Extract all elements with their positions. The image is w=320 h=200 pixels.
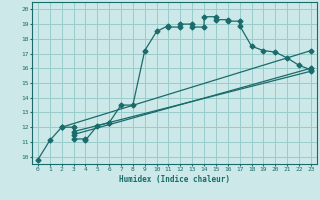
X-axis label: Humidex (Indice chaleur): Humidex (Indice chaleur) [119, 175, 230, 184]
